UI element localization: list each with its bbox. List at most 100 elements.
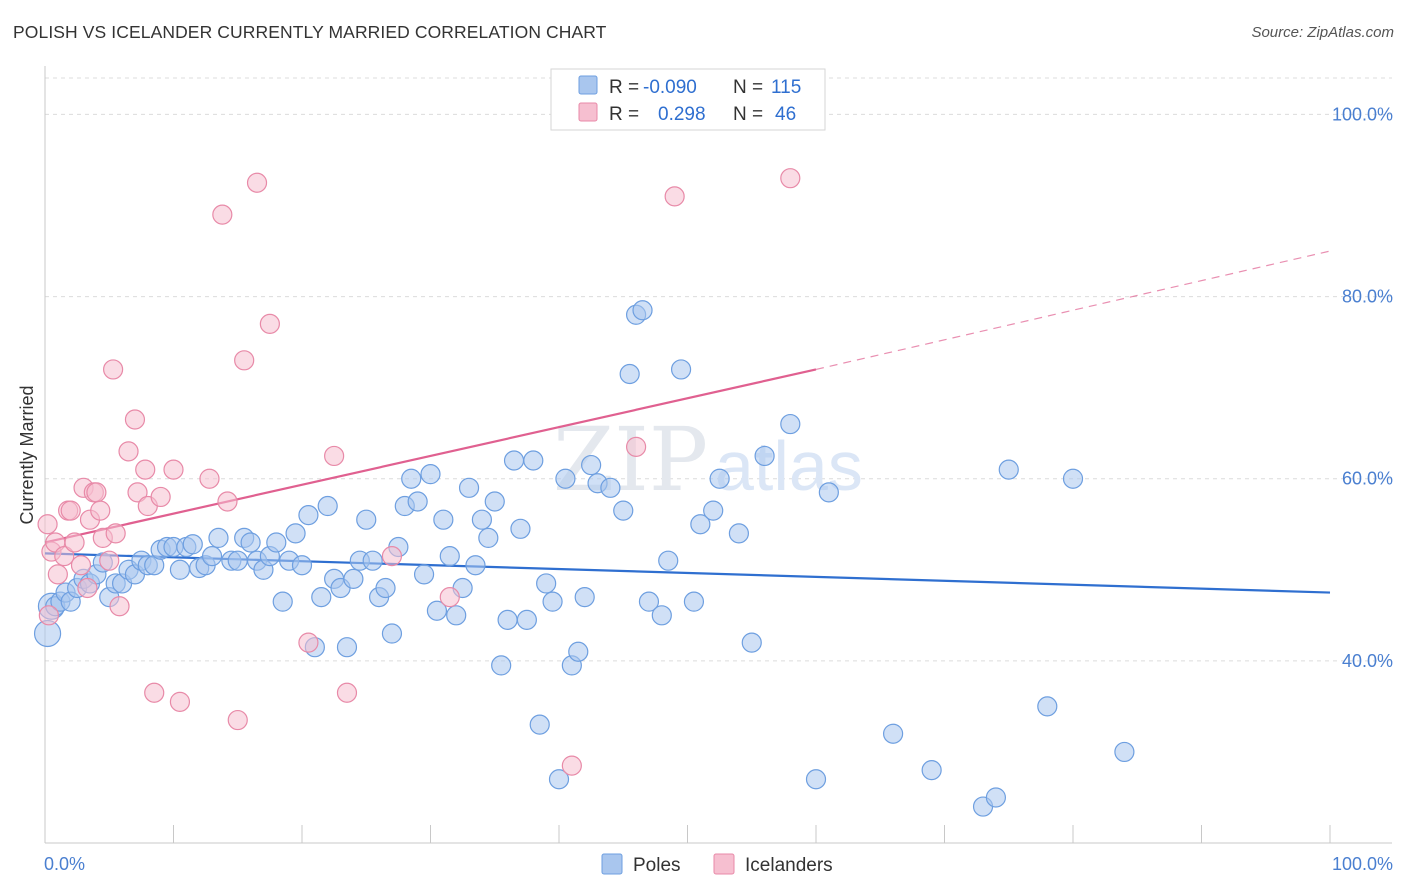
legend-swatch-poles [578,75,598,95]
point-poles-106 [882,723,904,744]
point-icelanders-7 [64,532,85,553]
point-poles-105 [818,482,839,503]
point-poles-41 [298,505,319,526]
point-poles-58 [407,491,428,512]
y-tick-labels: 40.0% 60.0% 80.0% 100.0% [1332,104,1393,670]
legend-n-label-icelanders: N = [733,104,763,125]
point-poles-93 [651,605,672,626]
point-icelanders-43 [664,186,685,207]
bottom-legend-swatch-poles [601,853,623,875]
point-poles-64 [446,605,467,626]
point-poles-27 [201,546,223,567]
y-tick-label-0: 40.0% [1342,651,1393,671]
point-icelanders-21 [124,409,146,430]
point-icelanders-38 [336,682,358,703]
correlation-legend: R = -0.090 N = 115 R = 0.298 N = 46 [550,68,826,131]
point-poles-39 [285,523,306,544]
point-poles-96 [683,591,705,612]
point-poles-60 [420,464,441,485]
point-poles-24 [182,534,203,555]
point-poles-67 [465,555,486,576]
y-tick-label-1: 60.0% [1342,469,1393,489]
point-poles-51 [362,550,383,571]
point-icelanders-18 [105,523,126,544]
point-icelanders-13 [86,482,107,503]
point-icelanders-40 [439,587,460,608]
x-tick-labels: 0.0% 100.0% [44,854,1393,874]
point-poles-50 [356,509,377,530]
bottom-legend-label-poles: Poles [633,855,681,876]
point-poles-112 [1062,468,1084,489]
point-poles-92 [638,591,660,612]
data-points [33,168,1135,817]
point-poles-47 [336,637,358,658]
point-icelanders-17 [103,359,124,380]
legend-n-label-poles: N = [733,77,763,98]
point-poles-81 [555,468,576,489]
point-poles-59 [413,564,435,585]
point-poles-37 [272,591,293,612]
series-legend: Poles Icelanders [601,853,833,876]
point-poles-71 [491,655,512,676]
legend-r-label-icelanders: R = [609,104,639,125]
point-poles-79 [542,591,563,612]
point-poles-68 [471,509,492,530]
point-poles-113 [1114,741,1135,763]
point-poles-109 [985,787,1007,808]
chart-title: POLISH VS ICELANDER CURRENTLY MARRIED CO… [13,22,607,42]
point-poles-101 [741,632,762,653]
point-poles-43 [311,587,332,608]
point-poles-36 [266,532,287,553]
point-poles-74 [510,518,531,539]
point-icelanders-31 [217,491,238,512]
point-icelanders-10 [77,577,98,599]
point-poles-80 [548,769,570,790]
point-icelanders-45 [37,514,58,535]
point-poles-77 [529,714,550,735]
point-poles-88 [613,500,634,521]
point-icelanders-3 [47,564,68,585]
point-poles-107 [921,760,942,781]
point-poles-78 [536,573,557,594]
point-poles-85 [581,454,602,476]
point-poles-84 [574,587,595,608]
point-icelanders-27 [163,459,184,480]
point-icelanders-26 [150,486,171,508]
point-icelanders-29 [199,468,220,489]
point-icelanders-39 [381,546,403,567]
point-poles-110 [998,459,1019,480]
point-poles-89 [619,363,640,385]
watermark: ZIP atlas [553,408,863,511]
point-icelanders-34 [246,172,268,193]
point-poles-100 [728,523,750,544]
point-poles-57 [401,468,422,489]
point-icelanders-0 [38,605,59,626]
point-icelanders-16 [99,550,120,571]
point-icelanders-6 [60,500,81,521]
point-poles-28 [208,527,229,549]
point-poles-91 [632,300,653,321]
point-icelanders-42 [625,436,647,457]
legend-r-value-poles: -0.090 [643,77,697,98]
point-icelanders-30 [212,204,233,225]
point-poles-61 [426,600,448,621]
point-poles-99 [709,468,730,489]
point-icelanders-28 [169,691,191,712]
point-poles-62 [433,509,454,530]
point-icelanders-8 [70,555,92,576]
legend-n-value-icelanders: 46 [775,104,796,125]
point-icelanders-22 [127,482,148,503]
point-poles-76 [523,450,544,471]
legend-r-label-poles: R = [609,77,639,98]
point-poles-103 [780,413,801,435]
point-poles-95 [670,359,692,380]
point-poles-70 [484,491,505,512]
point-icelanders-23 [135,459,156,480]
point-icelanders-35 [259,313,280,334]
point-poles-66 [458,477,480,498]
point-icelanders-20 [118,441,139,462]
point-poles-22 [169,559,191,580]
x-tick-label-1: 100.0% [1332,854,1393,874]
point-poles-97 [690,514,711,535]
